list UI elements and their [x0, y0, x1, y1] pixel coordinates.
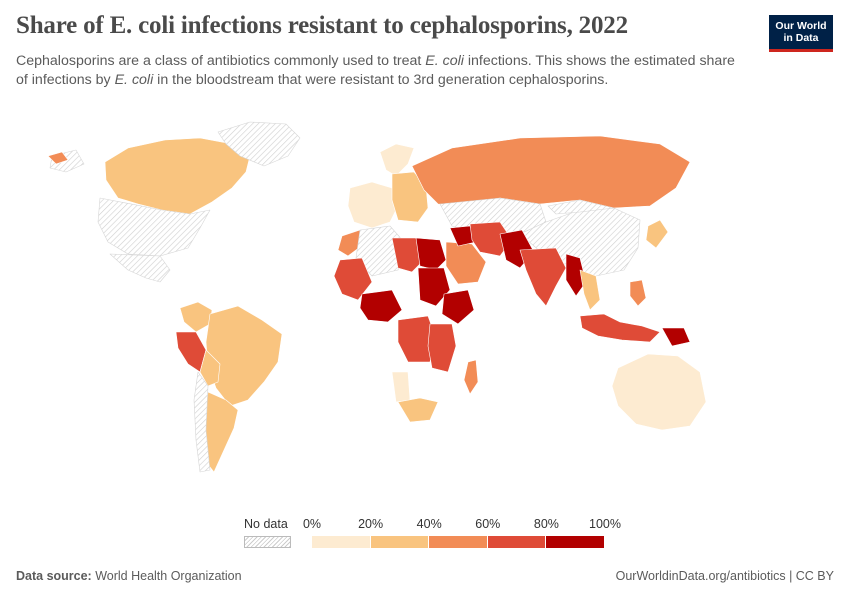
region-japan[interactable]: Japan — [645, 219, 669, 249]
region-nigeria[interactable]: Nigeria — [359, 289, 403, 323]
region-libya[interactable]: Libya — [391, 237, 425, 273]
region-greenland[interactable]: Greenland — [217, 121, 301, 167]
region-dr-congo[interactable]: DR Congo — [397, 315, 437, 363]
region-western-europe[interactable]: Western Europe — [347, 181, 399, 229]
region-madagascar[interactable]: Madagascar — [463, 359, 479, 395]
legend-bin-4[interactable] — [546, 536, 605, 548]
region-mexico[interactable]: Mexico — [109, 253, 171, 283]
legend-color-scale — [312, 536, 605, 548]
legend-tick-label: 0% — [302, 517, 322, 531]
legend-bin-2[interactable] — [429, 536, 488, 548]
legend-tick-label: 60% — [475, 517, 501, 531]
region-tanzania[interactable]: Tanzania — [427, 323, 457, 373]
footer-url[interactable]: OurWorldinData.org/antibiotics | CC BY — [615, 569, 834, 583]
region-iceland[interactable]: Iceland — [47, 151, 69, 165]
legend-bin-0[interactable] — [312, 536, 371, 548]
data-source: Data source: World Health Organization — [16, 569, 242, 583]
region-colombia[interactable]: Colombia — [179, 301, 213, 333]
legend-tick-label: 80% — [533, 517, 559, 531]
region-philippines[interactable]: Philippines — [629, 279, 647, 307]
region-papua-new-guinea[interactable]: Papua New Guinea — [661, 327, 691, 347]
region-sudan[interactable]: Sudan — [417, 267, 451, 307]
region-russia[interactable]: Russia — [411, 135, 691, 209]
world-map: CanadaGreenlandUnited StatesMexico Colomb… — [47, 121, 707, 473]
region-south-africa[interactable]: South Africa — [397, 397, 439, 423]
region-ethiopia[interactable]: Ethiopia — [441, 289, 475, 325]
legend-no-data-swatch[interactable] — [244, 536, 291, 548]
legend-tick-label: 100% — [589, 517, 621, 531]
chart-subtitle: Cephalosporins are a class of antibiotic… — [16, 53, 735, 88]
region-australia[interactable]: Australia — [611, 353, 707, 431]
owid-logo[interactable]: Our World in Data — [769, 15, 833, 52]
region-myanmar[interactable]: Myanmar — [565, 253, 587, 297]
region-morocco[interactable]: Morocco — [337, 229, 365, 257]
legend-no-data-label: No data — [244, 517, 288, 531]
region-iran[interactable]: Iran — [469, 221, 513, 257]
region-egypt[interactable]: Egypt — [415, 237, 447, 271]
region-mali[interactable]: Mali — [333, 257, 373, 301]
legend-bin-1[interactable] — [370, 536, 430, 548]
region-brazil[interactable]: Brazil — [205, 305, 283, 407]
region-thailand[interactable]: Thailand — [579, 269, 601, 311]
region-namibia[interactable]: Namibia — [391, 371, 411, 403]
region-united-states[interactable]: United States — [49, 149, 211, 257]
chart-title: Share of E. coli infections resistant to… — [16, 12, 628, 39]
region-saudi-arabia[interactable]: Saudi Arabia — [445, 241, 487, 285]
region-india[interactable]: India — [519, 247, 567, 307]
legend-tick-label: 40% — [416, 517, 442, 531]
region-norway[interactable]: Norway — [379, 143, 415, 177]
legend-bin-3[interactable] — [487, 536, 547, 548]
region-chile[interactable]: Chile — [193, 371, 211, 473]
region-indonesia[interactable]: Indonesia — [579, 313, 661, 343]
region-canada[interactable]: Canada — [104, 137, 251, 215]
region-mongolia[interactable]: Mongolia — [547, 199, 615, 215]
legend-tick-label: 20% — [358, 517, 384, 531]
